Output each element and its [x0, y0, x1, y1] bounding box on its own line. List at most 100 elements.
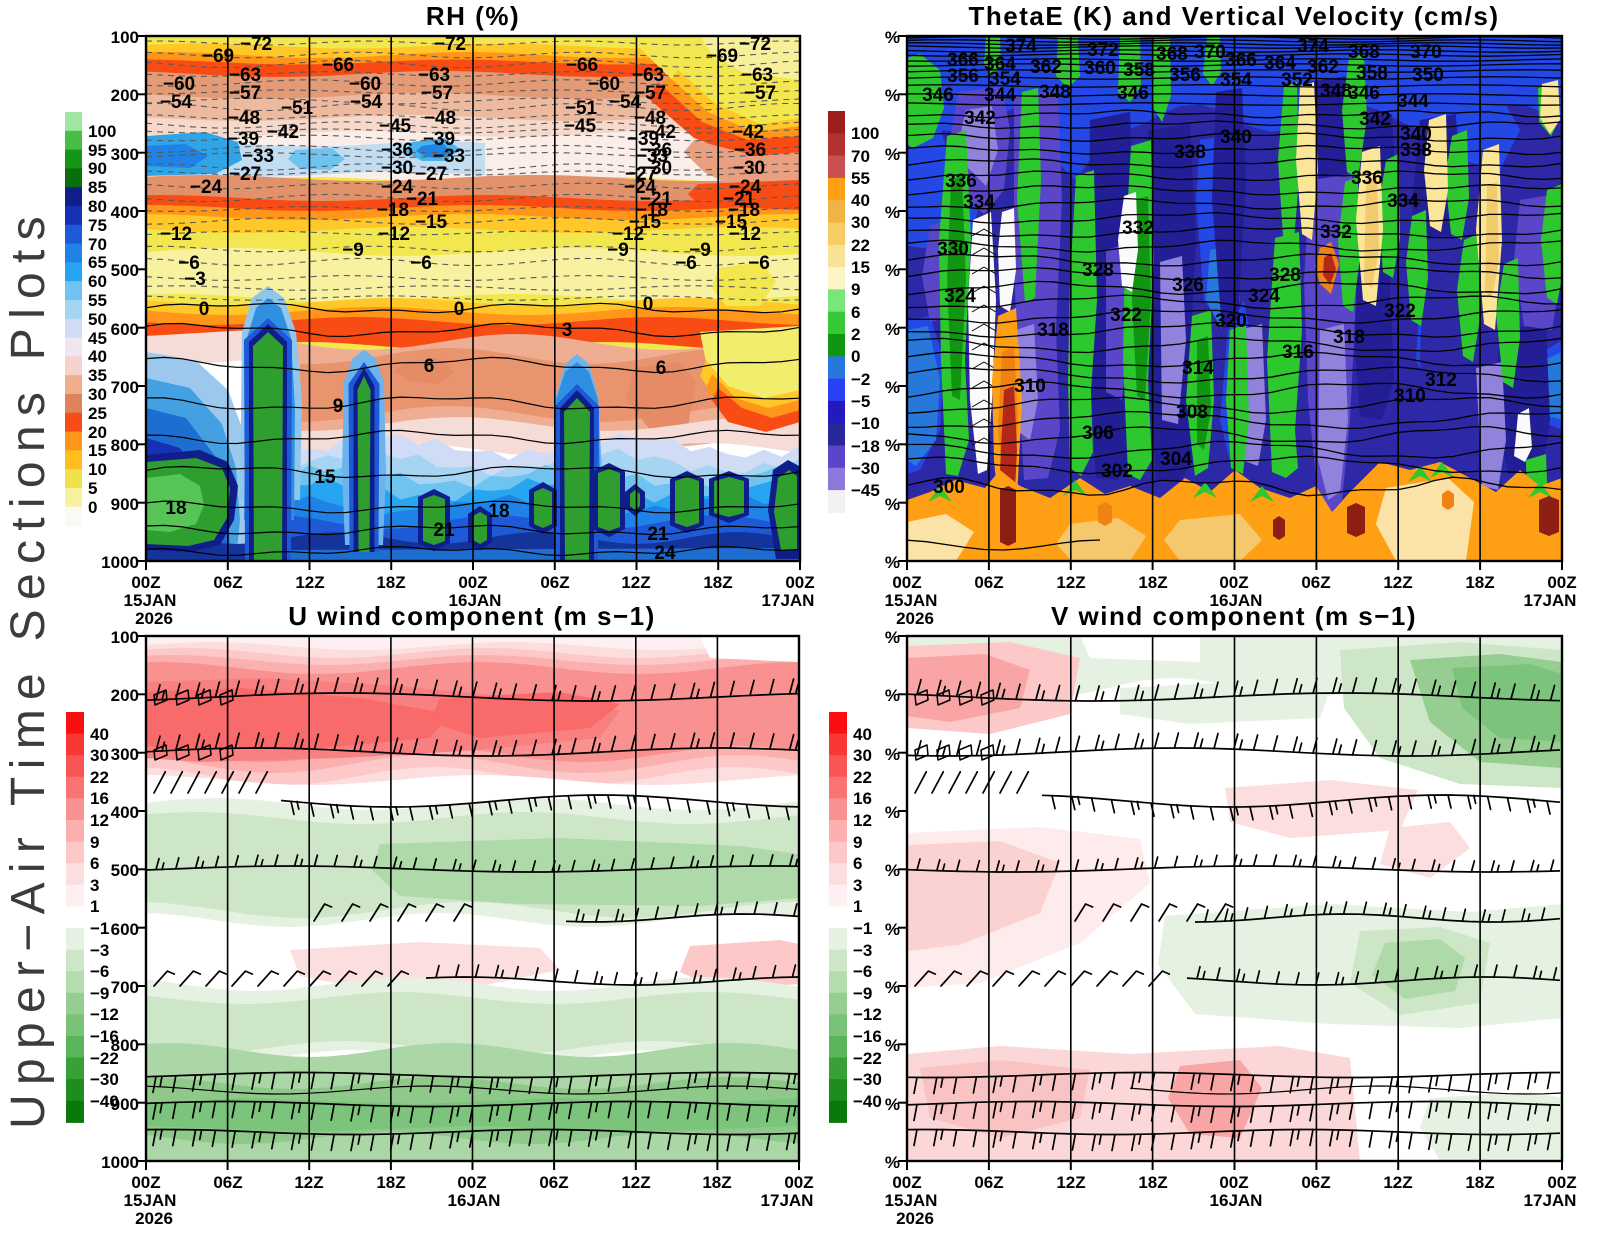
svg-text:−12: −12 — [729, 224, 761, 245]
svg-text:3: 3 — [562, 320, 573, 341]
svg-text:100: 100 — [111, 28, 139, 47]
svg-text:%: % — [885, 553, 900, 572]
svg-text:30: 30 — [853, 746, 872, 765]
svg-text:−6: −6 — [178, 253, 200, 274]
svg-text:%: % — [885, 28, 900, 47]
svg-text:−63: −63 — [229, 65, 261, 86]
svg-text:00Z: 00Z — [1547, 1173, 1576, 1192]
svg-text:300: 300 — [111, 145, 139, 164]
svg-text:314: 314 — [1182, 358, 1214, 379]
svg-text:−36: −36 — [640, 140, 672, 161]
svg-text:%: % — [885, 378, 900, 397]
svg-text:60: 60 — [88, 272, 107, 291]
svg-text:%: % — [885, 145, 900, 164]
svg-text:−48: −48 — [424, 108, 456, 129]
svg-text:18Z: 18Z — [1138, 573, 1167, 592]
svg-text:−69: −69 — [706, 46, 738, 67]
svg-text:06Z: 06Z — [974, 573, 1003, 592]
svg-text:374: 374 — [1297, 36, 1329, 57]
svg-text:2026: 2026 — [896, 609, 934, 628]
svg-text:40: 40 — [851, 191, 870, 210]
svg-text:−33: −33 — [636, 146, 668, 167]
svg-text:−66: −66 — [322, 55, 354, 76]
svg-text:U wind component (m s−1): U wind component (m s−1) — [288, 601, 656, 631]
svg-text:55: 55 — [851, 169, 870, 188]
svg-text:−6: −6 — [90, 962, 109, 981]
svg-text:340: 340 — [1400, 124, 1432, 145]
svg-text:600: 600 — [111, 920, 139, 939]
svg-text:40: 40 — [853, 725, 872, 744]
svg-text:−48: −48 — [634, 108, 666, 129]
svg-text:304: 304 — [1160, 449, 1192, 470]
svg-text:17JAN: 17JAN — [761, 1191, 814, 1210]
svg-text:−57: −57 — [421, 83, 453, 104]
svg-text:1: 1 — [853, 897, 862, 916]
svg-text:06Z: 06Z — [539, 1173, 568, 1192]
svg-text:−30: −30 — [851, 459, 880, 478]
svg-text:6: 6 — [853, 854, 862, 873]
svg-text:−45: −45 — [379, 116, 412, 137]
svg-text:364: 364 — [1264, 53, 1296, 74]
svg-text:900: 900 — [111, 495, 139, 514]
svg-text:55: 55 — [88, 291, 107, 310]
svg-text:−15: −15 — [415, 212, 448, 233]
svg-text:RH (%): RH (%) — [426, 1, 520, 31]
svg-text:−48: −48 — [228, 108, 260, 129]
svg-text:45: 45 — [88, 329, 107, 348]
svg-text:306: 306 — [1082, 423, 1114, 444]
svg-text:00Z: 00Z — [458, 573, 487, 592]
svg-text:−21: −21 — [406, 189, 439, 210]
svg-text:00Z: 00Z — [1219, 573, 1248, 592]
svg-text:−39: −39 — [227, 129, 259, 150]
svg-text:340: 340 — [1220, 127, 1252, 148]
svg-text:0: 0 — [454, 299, 465, 320]
svg-text:358: 358 — [1356, 63, 1388, 84]
svg-text:ThetaE (K) and Vertical Veloci: ThetaE (K) and Vertical Velocity (cm/s) — [969, 1, 1500, 31]
svg-text:17JAN: 17JAN — [1524, 591, 1577, 610]
svg-text:500: 500 — [111, 861, 139, 880]
svg-text:−63: −63 — [741, 65, 773, 86]
svg-text:V wind component (m s−1): V wind component (m s−1) — [1051, 601, 1417, 631]
svg-text:3: 3 — [853, 876, 862, 895]
svg-text:−18: −18 — [636, 200, 668, 221]
svg-text:18Z: 18Z — [1465, 573, 1494, 592]
svg-text:00Z: 00Z — [892, 1173, 921, 1192]
svg-text:326: 326 — [1172, 275, 1204, 296]
svg-text:−45: −45 — [564, 116, 597, 137]
svg-text:%: % — [885, 745, 900, 764]
svg-text:12Z: 12Z — [621, 573, 650, 592]
svg-text:%: % — [885, 86, 900, 105]
svg-text:336: 336 — [945, 171, 977, 192]
svg-text:−54: −54 — [350, 92, 383, 113]
svg-text:−12: −12 — [378, 224, 410, 245]
svg-text:−40: −40 — [90, 1092, 119, 1111]
svg-text:320: 320 — [1215, 311, 1247, 332]
svg-text:900: 900 — [111, 1095, 139, 1114]
svg-text:−51: −51 — [281, 98, 314, 119]
svg-text:−42: −42 — [732, 122, 764, 143]
svg-text:370: 370 — [1410, 42, 1442, 63]
svg-text:−6: −6 — [675, 253, 697, 274]
svg-text:15JAN: 15JAN — [124, 591, 177, 610]
svg-text:−18: −18 — [377, 200, 409, 221]
svg-text:12: 12 — [853, 811, 872, 830]
svg-text:30: 30 — [851, 213, 870, 232]
svg-text:%: % — [885, 920, 900, 939]
svg-text:%: % — [885, 203, 900, 222]
svg-text:332: 332 — [1320, 222, 1352, 243]
svg-text:16JAN: 16JAN — [449, 591, 502, 610]
svg-text:%: % — [885, 1036, 900, 1055]
svg-text:324: 324 — [944, 286, 976, 307]
svg-text:334: 334 — [963, 192, 995, 213]
svg-text:%: % — [885, 495, 900, 514]
svg-text:35: 35 — [88, 366, 107, 385]
svg-text:344: 344 — [1397, 91, 1429, 112]
svg-text:368: 368 — [1348, 42, 1380, 63]
svg-text:6: 6 — [851, 303, 860, 322]
svg-text:−6: −6 — [410, 253, 432, 274]
svg-text:332: 332 — [1122, 218, 1154, 239]
svg-text:2026: 2026 — [896, 1209, 934, 1228]
svg-text:364: 364 — [984, 54, 1016, 75]
svg-text:−18: −18 — [851, 437, 880, 456]
svg-text:316: 316 — [1282, 342, 1314, 363]
